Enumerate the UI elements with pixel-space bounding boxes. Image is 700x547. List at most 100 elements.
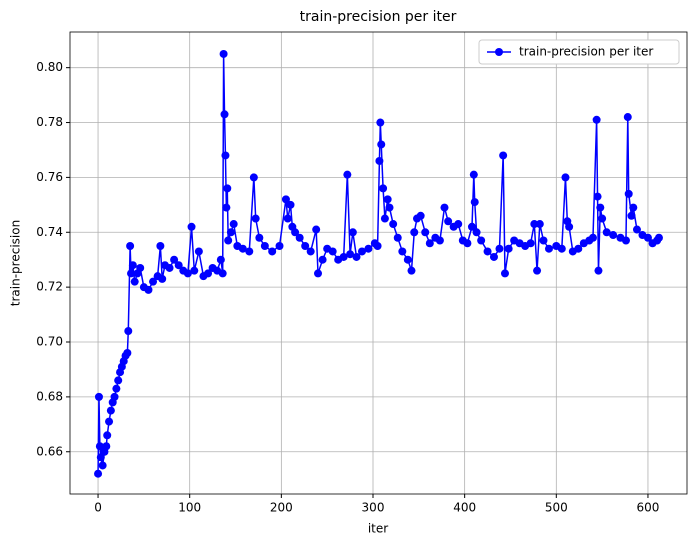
point <box>574 244 583 253</box>
point <box>204 269 213 278</box>
point <box>283 214 292 223</box>
point <box>416 211 425 220</box>
point <box>339 252 348 261</box>
point <box>126 241 135 250</box>
point <box>187 222 196 231</box>
point <box>373 241 382 250</box>
y-tick-label: 0.78 <box>36 115 63 129</box>
point <box>410 228 419 237</box>
chart-title: train-precision per iter <box>300 9 457 25</box>
y-axis-label: train-precision <box>9 220 23 306</box>
point <box>379 184 388 193</box>
point <box>149 277 158 286</box>
point <box>281 195 290 204</box>
point <box>398 247 407 256</box>
point <box>275 241 284 250</box>
point <box>526 239 535 248</box>
point <box>216 255 225 264</box>
point <box>376 118 385 127</box>
point <box>588 233 597 242</box>
point <box>463 239 472 248</box>
point <box>223 184 232 193</box>
point <box>425 239 434 248</box>
point <box>174 261 183 270</box>
y-tick-label: 0.68 <box>36 389 63 403</box>
point <box>98 461 107 470</box>
point <box>128 261 137 270</box>
point <box>260 241 269 250</box>
legend-box <box>478 39 680 65</box>
point <box>593 192 602 201</box>
point <box>544 244 553 253</box>
point <box>385 203 394 212</box>
point <box>444 217 453 226</box>
legend-marker <box>495 48 503 56</box>
x-tick-label: 0 <box>94 501 102 515</box>
point <box>654 233 663 242</box>
point <box>421 228 430 237</box>
point <box>245 247 254 256</box>
point <box>268 247 277 256</box>
point <box>358 247 367 256</box>
x-tick-label: 100 <box>178 501 201 515</box>
point <box>440 203 449 212</box>
point <box>530 220 539 229</box>
point <box>561 173 570 182</box>
point <box>352 252 361 261</box>
x-tick-label: 400 <box>453 501 476 515</box>
x-tick-label: 500 <box>545 501 568 515</box>
point <box>629 203 638 212</box>
point <box>535 220 544 229</box>
point <box>500 269 509 278</box>
point <box>565 222 574 231</box>
point <box>170 255 179 264</box>
point <box>156 241 165 250</box>
point <box>144 285 153 294</box>
point <box>377 140 386 149</box>
point <box>94 392 103 401</box>
y-tick-label: 0.80 <box>36 60 63 74</box>
point <box>632 225 641 234</box>
point <box>318 255 327 264</box>
point <box>165 263 174 272</box>
point <box>602 228 611 237</box>
point <box>380 214 389 223</box>
point <box>454 220 463 229</box>
point <box>218 269 227 278</box>
y-tick-label: 0.76 <box>36 170 63 184</box>
point <box>539 236 548 245</box>
point <box>609 231 618 240</box>
point <box>504 244 513 253</box>
point <box>499 151 508 160</box>
point <box>224 236 233 245</box>
point <box>221 151 230 160</box>
point <box>469 170 478 179</box>
plot-frame <box>69 31 688 495</box>
point <box>472 228 481 237</box>
point <box>124 327 133 336</box>
point <box>251 214 260 223</box>
x-tick-label: 600 <box>637 501 660 515</box>
point <box>314 269 323 278</box>
point <box>407 266 416 275</box>
point <box>348 228 357 237</box>
point <box>220 110 229 119</box>
point <box>470 198 479 207</box>
point <box>592 115 601 124</box>
y-tick-label: 0.72 <box>36 280 63 294</box>
point <box>623 113 632 122</box>
point <box>346 250 355 259</box>
point <box>375 156 384 165</box>
point <box>383 195 392 204</box>
point <box>467 222 476 231</box>
y-tick-label: 0.70 <box>36 335 63 349</box>
point <box>130 277 139 286</box>
point <box>229 220 238 229</box>
point <box>389 220 398 229</box>
point <box>105 417 114 426</box>
point <box>106 406 115 415</box>
legend-label: train-precision per iter <box>519 45 653 59</box>
point <box>136 263 145 272</box>
point <box>286 200 295 209</box>
point <box>102 442 111 451</box>
